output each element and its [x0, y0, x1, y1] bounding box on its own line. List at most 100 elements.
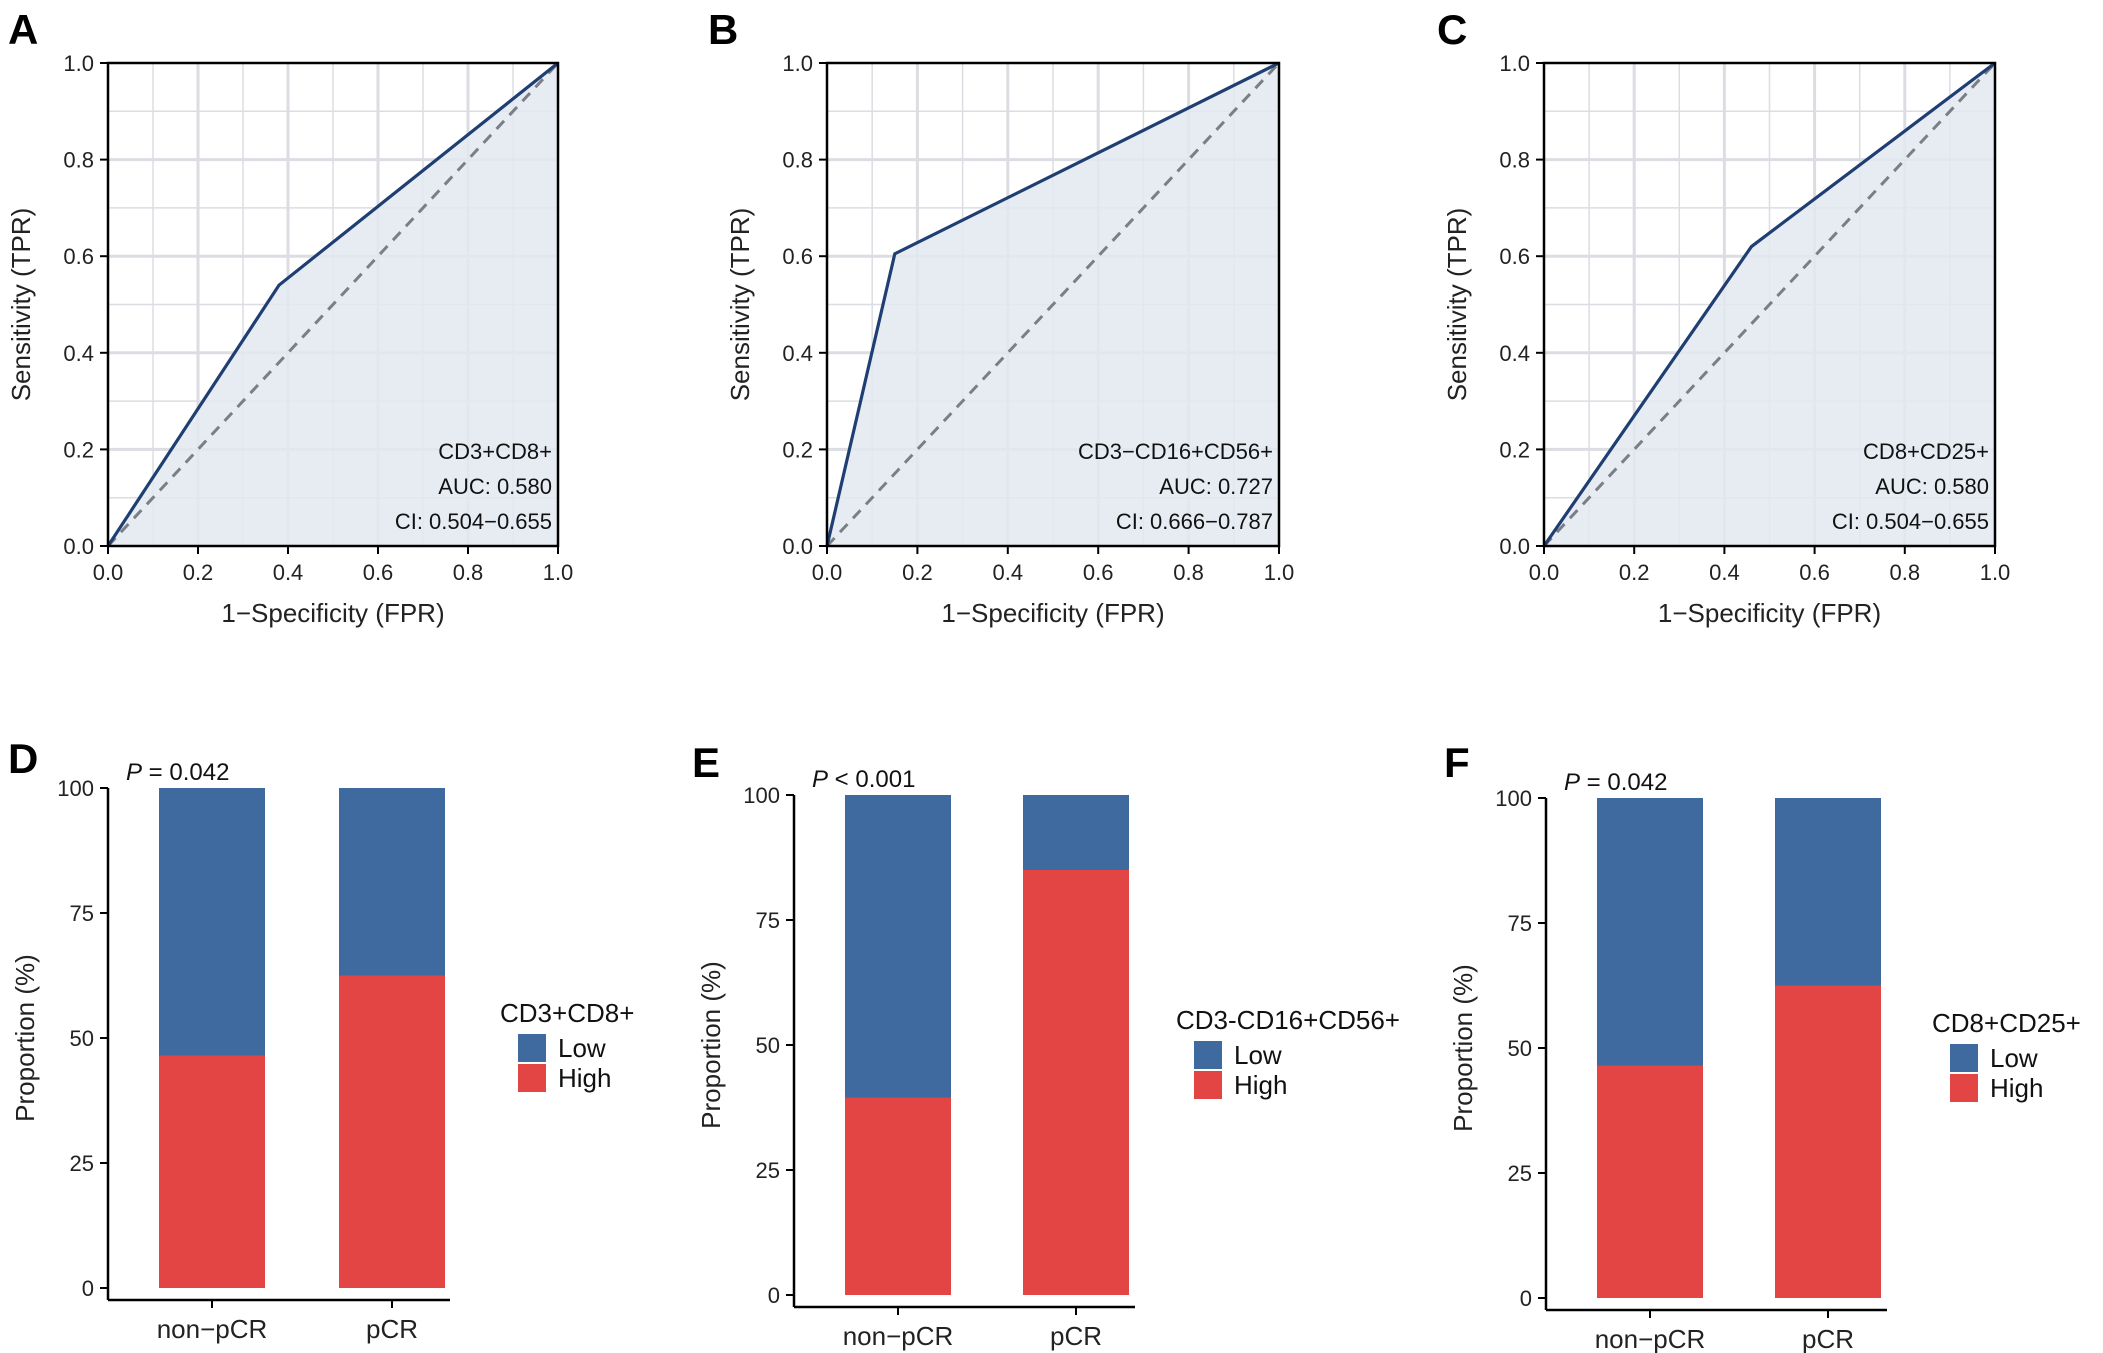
y-tick-label: 0.2 — [63, 437, 94, 462]
x-tick-label: pCR — [366, 1314, 418, 1344]
legend-swatch-high — [1950, 1074, 1978, 1102]
x-tick-label: 0.6 — [363, 560, 394, 585]
stacked-bar-chart-e: non−pCR pCR 0 25 50 75 100 Proportion (%) P < 0.… — [696, 766, 1400, 1351]
legend-label-low: Low — [1234, 1040, 1282, 1070]
x-tick-label: 0.4 — [273, 560, 304, 585]
roc-chart-c: 0.00.0 0.2 0.2 0.4 0.4 0.6 0.6 0.8 0.8 1.0 1.0 1−Sp… — [1442, 51, 2010, 628]
y-tick-label: 0 — [768, 1283, 780, 1308]
x-tick-label: 0.0 — [1529, 560, 1560, 585]
x-tick-label: 0.2 — [1619, 560, 1650, 585]
y-tick-label: 0.2 — [1499, 437, 1530, 462]
x-tick-label: 0.8 — [1890, 560, 1921, 585]
legend-label-high: High — [1990, 1073, 2043, 1103]
x-tick-label: 0.0 — [93, 560, 124, 585]
p-value: < 0.001 — [828, 766, 915, 793]
y-tick-label: 0.0 — [63, 534, 94, 559]
annotation-auc: AUC: 0.580 — [1875, 474, 1989, 499]
bar-high-non-pcr — [845, 1097, 951, 1295]
y-tick-label: 50 — [70, 1026, 94, 1051]
y-axis-label: Proportion (%) — [1448, 964, 1478, 1132]
x-axis-label: 1−Specificity (FPR) — [221, 598, 444, 628]
annotation-ci: CI: 0.666−0.787 — [1116, 509, 1273, 534]
legend-label-low: Low — [558, 1033, 606, 1063]
y-tick-label: 100 — [743, 783, 780, 808]
y-axis-label: Proportion (%) — [10, 954, 40, 1122]
x-tick-label: non−pCR — [843, 1321, 954, 1351]
roc-chart-b: 0.00.0 0.2 0.2 0.4 0.4 0.6 0.6 0.8 0.8 1.0 1.0 1−Sp… — [725, 51, 1294, 628]
bar-high-pcr — [1775, 985, 1881, 1298]
x-tick-label: pCR — [1802, 1324, 1854, 1353]
annotation-ci: CI: 0.504−0.655 — [1832, 509, 1989, 534]
legend-title: CD8+CD25+ — [1932, 1008, 2081, 1038]
y-tick-label: 0 — [1520, 1286, 1532, 1311]
reference-diagonal — [106, 61, 560, 548]
legend-label-high: High — [558, 1063, 611, 1093]
x-tick-label: non−pCR — [1595, 1324, 1706, 1353]
plot-frame — [106, 61, 560, 548]
x-axis-label: 1−Specificity (FPR) — [1658, 598, 1881, 628]
legend-title: CD3+CD8+ — [500, 998, 634, 1028]
x-tick-label: 0.2 — [902, 560, 933, 585]
p-value-annotation: P = 0.042 — [126, 759, 229, 786]
y-tick-label: 0.0 — [782, 534, 813, 559]
y-tick-label: 25 — [756, 1158, 780, 1183]
bar-high-non-pcr — [1597, 1065, 1703, 1298]
x-tick-label: 1.0 — [1264, 560, 1295, 585]
p-value: = 0.042 — [1580, 769, 1667, 796]
legend-label-low: Low — [1990, 1043, 2038, 1073]
x-tick-label: non−pCR — [157, 1314, 268, 1344]
panel-label-e: E — [692, 739, 720, 786]
x-tick-label: 0.2 — [183, 560, 214, 585]
legend-label-high: High — [1234, 1070, 1287, 1100]
y-tick-label: 1.0 — [782, 51, 813, 76]
bar-high-pcr — [1023, 870, 1129, 1295]
roc-curve — [825, 61, 1280, 547]
y-tick-label: 100 — [1495, 786, 1532, 811]
y-tick-label: 50 — [756, 1033, 780, 1058]
y-tick-label: 0.0 — [1499, 534, 1530, 559]
bar-low-non-pcr — [1597, 798, 1703, 1066]
y-axis-label: Sensitivity (TPR) — [725, 208, 755, 402]
y-tick-label: 0.8 — [1499, 148, 1530, 173]
bar-low-pcr — [1775, 798, 1881, 986]
bar-low-pcr — [1023, 795, 1129, 870]
y-tick-label: 0.4 — [63, 341, 94, 366]
x-tick-label: 0.8 — [453, 560, 484, 585]
y-tick-label: 50 — [1508, 1036, 1532, 1061]
reference-diagonal — [825, 61, 1281, 548]
y-axis-label: Sensitivity (TPR) — [1442, 208, 1472, 402]
y-tick-label: 0.6 — [1499, 244, 1530, 269]
x-tick-label: 0.6 — [1083, 560, 1114, 585]
y-tick-label: 25 — [1508, 1161, 1532, 1186]
panel-label-c: C — [1437, 6, 1467, 53]
p-symbol: P — [126, 759, 142, 786]
x-tick-label: 0.6 — [1799, 560, 1830, 585]
y-tick-label: 0.4 — [1499, 341, 1530, 366]
reference-diagonal — [1542, 61, 1997, 548]
y-axis-label: Proportion (%) — [696, 961, 726, 1129]
panel-label-d: D — [8, 735, 38, 782]
legend-swatch-low — [1950, 1044, 1978, 1072]
x-tick-label: pCR — [1050, 1321, 1102, 1351]
roc-curve — [1542, 61, 1996, 547]
p-value-annotation: P = 0.042 — [1564, 769, 1667, 796]
y-tick-label: 0 — [82, 1276, 94, 1301]
p-value: = 0.042 — [142, 759, 229, 786]
y-tick-label: 75 — [1508, 911, 1532, 936]
y-tick-label: 0.2 — [782, 437, 813, 462]
annotation-marker: CD8+CD25+ — [1863, 439, 1989, 464]
x-tick-label: 0.4 — [993, 560, 1024, 585]
y-tick-label: 0.6 — [63, 244, 94, 269]
plot-frame — [825, 61, 1281, 548]
legend-swatch-high — [518, 1064, 546, 1092]
y-tick-label: 0.6 — [782, 244, 813, 269]
legend-title: CD3-CD16+CD56+ — [1176, 1005, 1400, 1035]
panel-label-f: F — [1444, 739, 1470, 786]
y-tick-label: 0.8 — [782, 148, 813, 173]
bar-low-pcr — [339, 788, 445, 976]
y-tick-label: 1.0 — [1499, 51, 1530, 76]
p-value-annotation: P < 0.001 — [812, 766, 915, 793]
p-symbol: P — [812, 766, 828, 793]
stacked-bar-chart-d: non−pCR pCR 0 25 50 75 100 Proportion (%) P = 0.… — [10, 759, 634, 1344]
